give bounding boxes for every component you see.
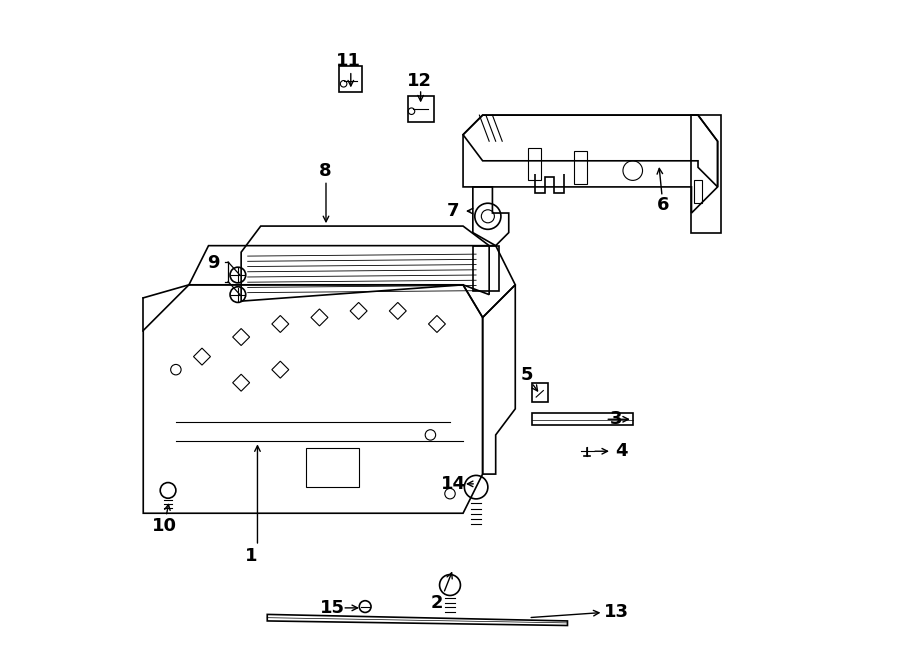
Text: 4: 4 [615,442,627,460]
Text: 7: 7 [447,202,460,220]
Text: 3: 3 [610,410,623,428]
Text: 13: 13 [604,603,629,621]
Text: 12: 12 [407,71,432,89]
Text: 14: 14 [441,475,466,493]
Text: 15: 15 [320,599,345,617]
Text: 10: 10 [151,518,176,535]
Text: 2: 2 [431,594,443,611]
Text: 9: 9 [208,254,220,272]
Text: 5: 5 [521,366,534,384]
Text: 11: 11 [337,52,361,70]
Text: 8: 8 [319,161,331,180]
Text: 6: 6 [657,196,670,214]
Text: 1: 1 [245,547,257,564]
